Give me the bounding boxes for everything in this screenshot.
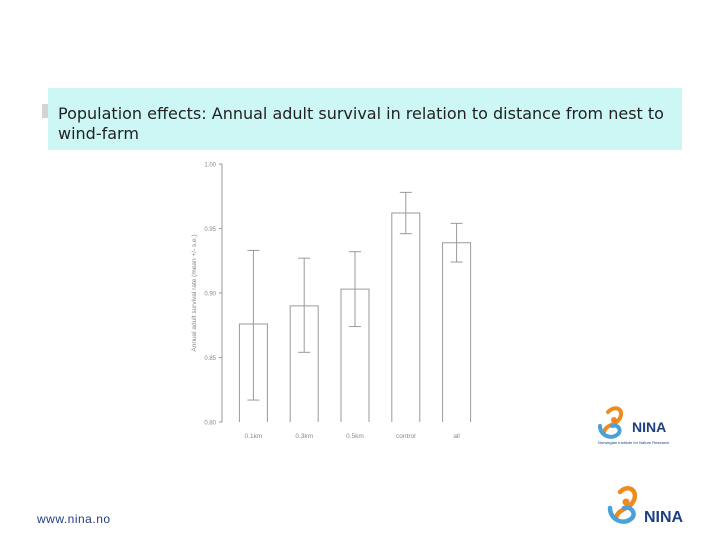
x-tick-label: 0.3km	[295, 433, 313, 440]
nina-dot	[622, 498, 630, 506]
y-tick-label: 0.90	[204, 292, 216, 298]
x-tick-label: all	[453, 433, 460, 440]
nina-logo-text: NINA	[632, 419, 666, 435]
bar	[391, 212, 421, 422]
nina-swirl-orange	[613, 486, 638, 521]
nina-logo-text: NINA	[644, 509, 684, 526]
x-tick-label: 0.5km	[346, 433, 364, 440]
y-tick-label: 0.80	[204, 421, 216, 427]
nina-logo-subtitle: Norwegian Institute for Nature Research	[598, 440, 669, 445]
y-tick-label: 1.00	[204, 163, 216, 169]
nina-dot	[611, 417, 617, 423]
y-axis-label: Annual adult survival rate (mean +/- s.e…	[191, 234, 198, 351]
nina-logo-small: NINA Norwegian Institute for Nature Rese…	[598, 406, 669, 445]
y-tick-label: 0.85	[204, 356, 216, 362]
slide-title: Population effects: Annual adult surviva…	[48, 88, 682, 150]
x-tick-label: 0.1km	[245, 433, 263, 440]
nina-swirl-blue	[598, 423, 622, 439]
survival-bar-chart: 0.80 0.85 0.90 0.95 1.00 Annual adult surviva…	[191, 163, 472, 440]
y-tick-label: 0.95	[204, 227, 216, 233]
x-tick-label: control	[396, 433, 416, 440]
nina-swirl-orange	[602, 406, 623, 434]
footer-url[interactable]: www.nina.no	[37, 512, 111, 526]
bar	[442, 242, 472, 422]
nina-logo-footer: NINA	[607, 486, 684, 526]
nina-swirl-blue	[607, 505, 636, 524]
